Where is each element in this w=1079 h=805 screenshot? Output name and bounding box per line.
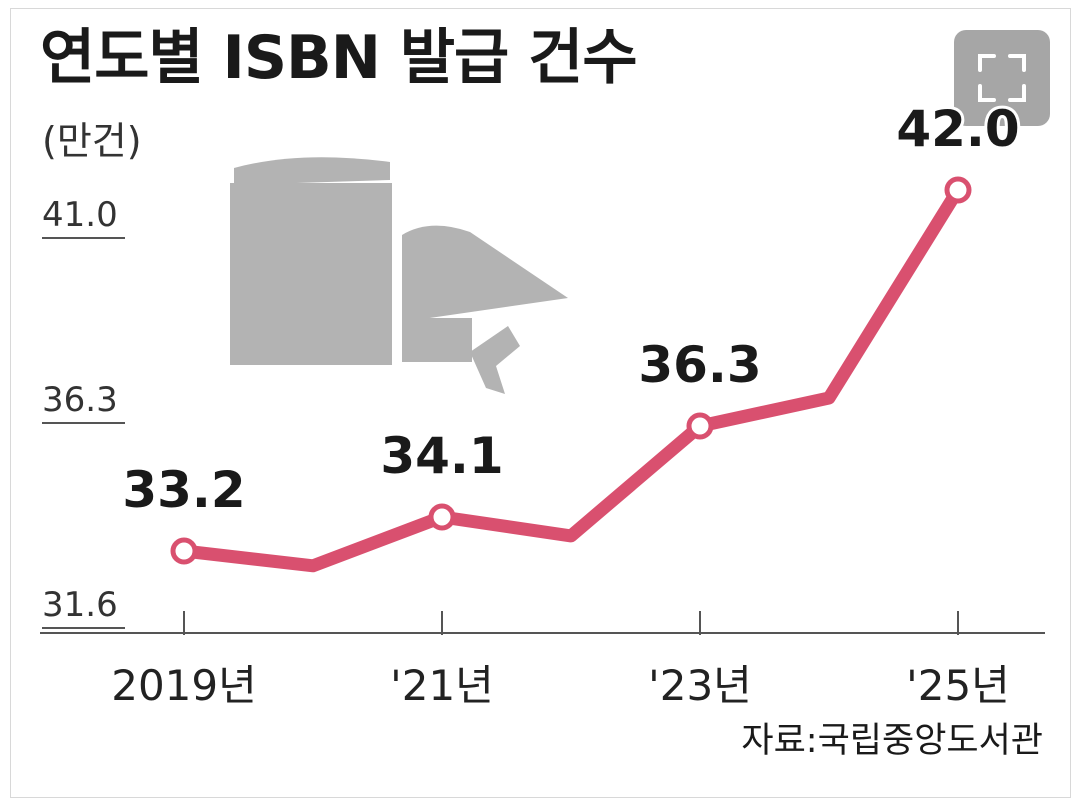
y-tick-label: 41.0 (42, 195, 118, 235)
data-label: 36.3 (638, 336, 761, 394)
y-tick-label: 36.3 (42, 380, 118, 420)
data-point (428, 503, 456, 531)
y-tick-label: 31.6 (42, 585, 118, 625)
data-point (170, 537, 198, 565)
data-label: 33.2 (122, 461, 245, 519)
unit-label: (만건) (42, 119, 142, 163)
x-tick-label: '23년 (648, 661, 752, 710)
book-illustration (230, 157, 568, 394)
x-tick-label: '25년 (906, 661, 1010, 710)
fullscreen-icon (978, 54, 1026, 102)
data-label: 42.0 (896, 100, 1019, 158)
x-tick-label: 2019년 (111, 661, 257, 710)
data-label: 34.1 (380, 427, 503, 485)
data-point (944, 176, 972, 204)
data-point (686, 412, 714, 440)
chart-frame (10, 8, 1071, 798)
source-note: 자료:국립중앙도서관 (741, 721, 1043, 761)
expand-button[interactable] (954, 30, 1050, 126)
x-tick-label: '21년 (390, 661, 494, 710)
chart-title: 연도별 ISBN 발급 건수 (40, 23, 638, 93)
series-line (177, 183, 965, 573)
